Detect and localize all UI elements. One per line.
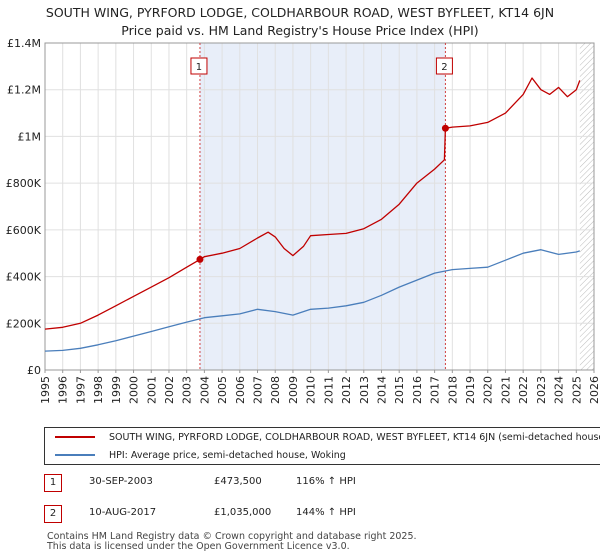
chart-legend: SOUTH WING, PYRFORD LODGE, COLDHARBOUR R… <box>44 427 600 465</box>
x-tick-label: 2025 <box>570 376 583 404</box>
legend-swatch-hpi <box>55 454 95 456</box>
x-tick-label: 2000 <box>128 376 141 404</box>
legend-item-property: SOUTH WING, PYRFORD LODGE, COLDHARBOUR R… <box>45 428 600 446</box>
annotation-box <box>435 57 453 75</box>
y-tick-label: £1.2M <box>7 84 41 97</box>
transaction-date: 30-SEP-2003 <box>89 476 153 487</box>
x-tick-label: 2024 <box>553 376 566 404</box>
footer-line-1: Contains HM Land Registry data © Crown c… <box>47 531 417 542</box>
y-tick-label: £0 <box>27 364 41 377</box>
x-tick-label: 2005 <box>216 376 229 404</box>
x-tick-label: 2004 <box>198 376 211 404</box>
transaction-hpi: 144% ↑ HPI <box>296 507 356 518</box>
x-tick-label: 2015 <box>393 376 406 404</box>
transaction-row: 1 30-SEP-2003 £473,500 116% ↑ HPI <box>44 474 584 492</box>
sale-marker-point <box>441 124 449 132</box>
x-tick-label: 2009 <box>287 376 300 404</box>
x-tick-label: 2021 <box>499 376 512 404</box>
y-tick-label: £600K <box>6 224 42 237</box>
x-tick-label: 2001 <box>145 376 158 404</box>
hpi-line <box>44 249 580 352</box>
transaction-date: 10-AUG-2017 <box>89 507 157 518</box>
y-tick-label: £200K <box>6 317 42 330</box>
x-tick-label: 2017 <box>429 376 442 404</box>
forecast-hatch <box>579 43 594 370</box>
x-tick-label: 1995 <box>39 376 52 404</box>
x-tick-label: 1997 <box>74 376 87 404</box>
annotation-label: 1 <box>196 62 202 73</box>
sale-marker-point <box>196 255 204 263</box>
footer: Contains HM Land Registry data © Crown c… <box>47 532 417 552</box>
x-tick-label: 2011 <box>322 376 335 404</box>
y-tick-label: £400K <box>6 271 42 284</box>
x-tick-label: 2014 <box>375 376 388 404</box>
x-tick-label: 2023 <box>535 376 548 404</box>
annotation-box <box>190 57 208 75</box>
x-tick-label: 2006 <box>234 376 247 404</box>
x-tick-label: 2013 <box>358 376 371 404</box>
x-tick-label: 1999 <box>110 376 123 404</box>
x-tick-label: 2026 <box>588 376 600 404</box>
transaction-row: 2 10-AUG-2017 £1,035,000 144% ↑ HPI <box>44 505 584 523</box>
plot-frame <box>44 42 595 371</box>
y-tick-label: £800K <box>6 177 42 190</box>
title-line-1: SOUTH WING, PYRFORD LODGE, COLDHARBOUR R… <box>45 5 555 20</box>
shaded-region <box>199 43 446 370</box>
y-tick-label: £1.4M <box>7 37 41 50</box>
y-tick-label: £1M <box>18 130 42 143</box>
legend-swatch-property <box>55 436 95 438</box>
x-tick-label: 1996 <box>57 376 70 404</box>
property-price-line <box>44 77 581 330</box>
x-tick-label: 2020 <box>482 376 495 404</box>
footer-line-2: This data is licensed under the Open Gov… <box>47 541 350 552</box>
transaction-price: £1,035,000 <box>214 507 272 518</box>
transaction-hpi: 116% ↑ HPI <box>296 476 356 487</box>
annotation-label: 2 <box>441 62 447 73</box>
x-tick-label: 2002 <box>163 376 176 404</box>
x-tick-label: 2010 <box>305 376 318 404</box>
legend-item-hpi: HPI: Average price, semi-detached house,… <box>45 446 346 464</box>
x-tick-label: 2007 <box>252 376 265 404</box>
x-tick-label: 2012 <box>340 376 353 404</box>
transaction-marker-1: 1 <box>44 474 62 492</box>
chart-title: SOUTH WING, PYRFORD LODGE, COLDHARBOUR R… <box>0 4 600 40</box>
x-tick-label: 2022 <box>517 376 530 404</box>
transaction-marker-2: 2 <box>44 505 62 523</box>
legend-label-hpi: HPI: Average price, semi-detached house,… <box>109 449 346 461</box>
x-tick-label: 2018 <box>446 376 459 404</box>
transaction-price: £473,500 <box>214 476 262 487</box>
x-tick-label: 2008 <box>269 376 282 404</box>
x-tick-label: 2003 <box>181 376 194 404</box>
price-chart: £0 £200K £400K £600K £800K £1M £1.2M £1.4M 1995 1… <box>6 37 600 404</box>
x-tick-label: 2016 <box>411 376 424 404</box>
legend-label-property: SOUTH WING, PYRFORD LODGE, COLDHARBOUR R… <box>109 431 600 443</box>
x-tick-label: 1998 <box>92 376 105 404</box>
x-tick-label: 2019 <box>464 376 477 404</box>
title-line-2: Price paid vs. HM Land Registry's House … <box>121 23 479 38</box>
